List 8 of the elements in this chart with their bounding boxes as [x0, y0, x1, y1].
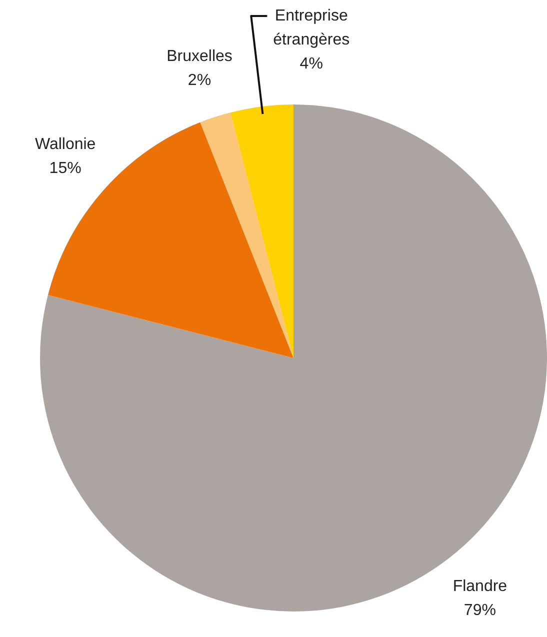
data-label: 79%: [464, 602, 496, 619]
slice-label: Bruxelles: [166, 48, 232, 66]
slice-label: Wallonie: [34, 136, 96, 154]
data-label: 2%: [188, 72, 212, 90]
slice-label: Entreprise étrangères: [273, 7, 350, 48]
data-label: 15%: [49, 160, 82, 178]
data-label: 4%: [300, 55, 323, 72]
slice-label: Flandre: [452, 578, 508, 595]
